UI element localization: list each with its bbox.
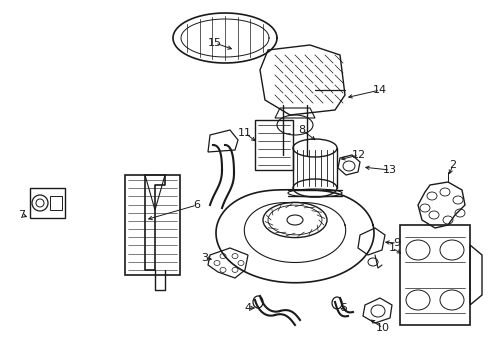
Text: 15: 15 <box>207 38 222 48</box>
Text: 7: 7 <box>19 210 25 220</box>
Text: 14: 14 <box>372 85 386 95</box>
Bar <box>30 188 65 218</box>
Text: 11: 11 <box>238 128 251 138</box>
Text: 1: 1 <box>387 243 395 253</box>
Text: 4: 4 <box>244 303 251 313</box>
Text: 3: 3 <box>201 253 208 263</box>
Text: 9: 9 <box>393 238 400 248</box>
Text: 10: 10 <box>375 323 389 333</box>
Bar <box>50 196 62 210</box>
Bar <box>125 175 180 275</box>
Text: 12: 12 <box>351 150 366 160</box>
Text: 5: 5 <box>340 303 347 313</box>
Bar <box>399 225 469 325</box>
Text: 13: 13 <box>382 165 396 175</box>
Text: 8: 8 <box>298 125 305 135</box>
Text: 2: 2 <box>448 160 456 170</box>
Bar <box>254 120 292 170</box>
Text: 6: 6 <box>193 200 200 210</box>
